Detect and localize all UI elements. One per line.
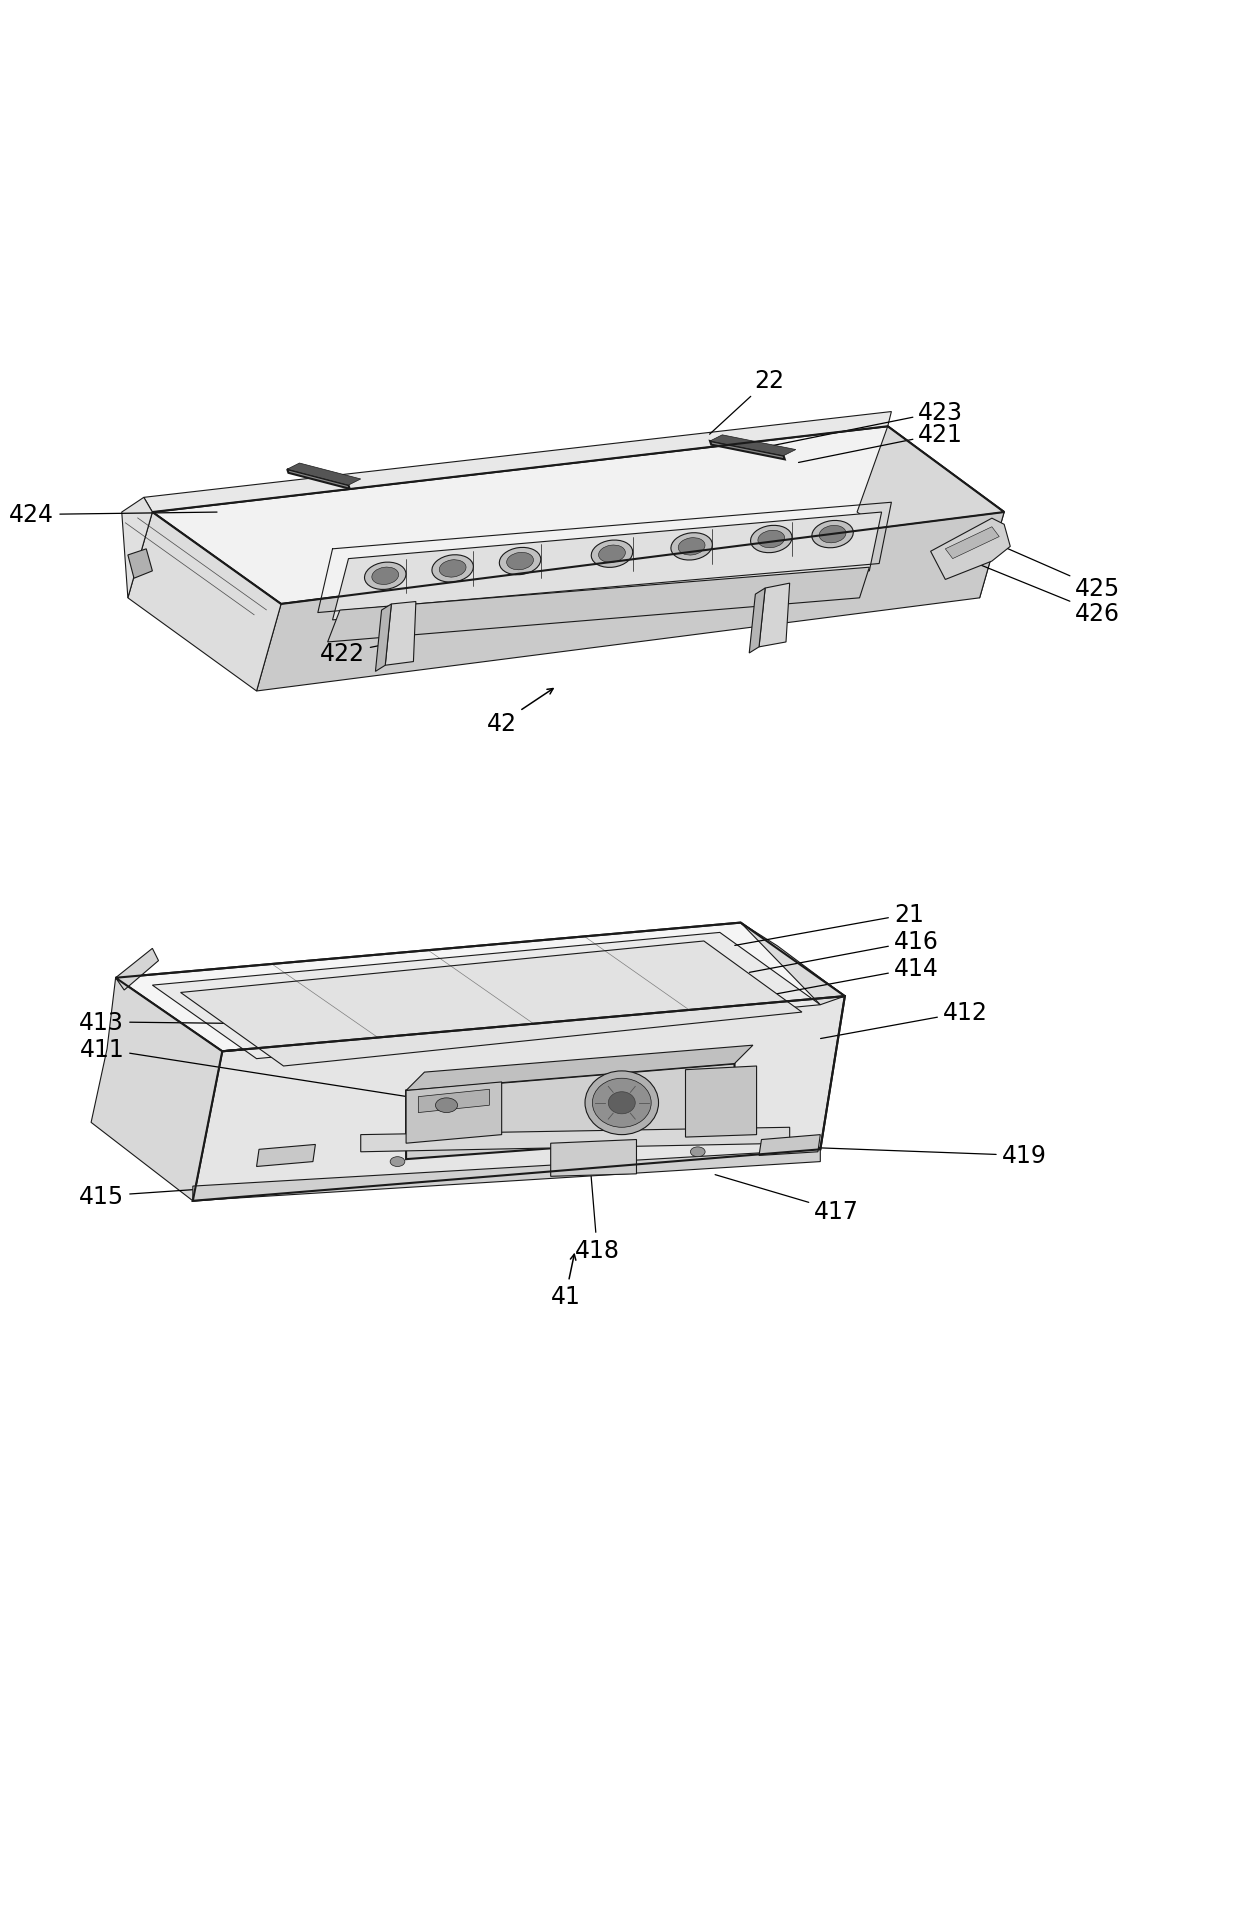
Polygon shape <box>710 435 795 456</box>
Ellipse shape <box>500 549 541 576</box>
Polygon shape <box>181 941 802 1066</box>
Text: 413: 413 <box>79 1010 313 1034</box>
Ellipse shape <box>593 1078 651 1128</box>
Polygon shape <box>92 978 223 1202</box>
Ellipse shape <box>507 553 533 570</box>
Polygon shape <box>760 583 789 647</box>
Polygon shape <box>193 1150 820 1202</box>
Ellipse shape <box>439 560 466 578</box>
Ellipse shape <box>365 562 406 589</box>
Polygon shape <box>127 512 281 692</box>
Polygon shape <box>406 1045 753 1092</box>
Polygon shape <box>685 1066 757 1138</box>
Text: 411: 411 <box>79 1037 444 1103</box>
Polygon shape <box>750 589 766 653</box>
Text: 426: 426 <box>967 560 1121 626</box>
Text: 424: 424 <box>10 502 216 527</box>
Polygon shape <box>152 933 820 1059</box>
Ellipse shape <box>678 539 705 556</box>
Text: 412: 412 <box>820 1001 987 1039</box>
Polygon shape <box>287 464 361 485</box>
Ellipse shape <box>758 531 784 549</box>
Text: 425: 425 <box>988 541 1121 601</box>
Text: 421: 421 <box>799 423 964 464</box>
Ellipse shape <box>609 1092 636 1115</box>
Polygon shape <box>857 427 1004 599</box>
Polygon shape <box>385 603 416 667</box>
Text: 422: 422 <box>320 641 401 667</box>
Ellipse shape <box>390 1157 404 1167</box>
Polygon shape <box>193 997 845 1202</box>
Text: 416: 416 <box>750 929 939 974</box>
Polygon shape <box>333 512 882 620</box>
Text: 414: 414 <box>747 956 939 999</box>
Polygon shape <box>930 520 1011 580</box>
Ellipse shape <box>372 568 398 585</box>
Polygon shape <box>376 605 391 672</box>
Polygon shape <box>256 512 1004 692</box>
Polygon shape <box>418 1090 490 1113</box>
Text: 22: 22 <box>710 369 784 435</box>
Polygon shape <box>121 498 152 599</box>
Polygon shape <box>127 549 152 580</box>
Ellipse shape <box>585 1072 658 1134</box>
Ellipse shape <box>435 1097 458 1113</box>
Polygon shape <box>760 1134 820 1155</box>
Ellipse shape <box>591 541 632 568</box>
Ellipse shape <box>670 533 713 560</box>
Polygon shape <box>287 469 350 489</box>
Polygon shape <box>406 1065 735 1159</box>
Polygon shape <box>741 923 845 1005</box>
Polygon shape <box>406 1082 502 1144</box>
Polygon shape <box>115 949 158 991</box>
Ellipse shape <box>819 526 846 543</box>
Polygon shape <box>256 1146 315 1167</box>
Text: 41: 41 <box>550 1254 580 1308</box>
Polygon shape <box>152 427 1004 605</box>
Polygon shape <box>710 442 784 460</box>
Text: 42: 42 <box>486 690 553 736</box>
Polygon shape <box>945 527 999 560</box>
Text: 418: 418 <box>575 1165 620 1262</box>
Polygon shape <box>115 923 845 1051</box>
Ellipse shape <box>751 526 792 553</box>
Text: 423: 423 <box>762 400 964 448</box>
Ellipse shape <box>599 545 626 562</box>
Text: 415: 415 <box>79 1177 386 1208</box>
Text: 419: 419 <box>797 1144 1047 1167</box>
Polygon shape <box>143 412 892 512</box>
Text: 21: 21 <box>735 902 924 947</box>
Text: 417: 417 <box>715 1175 858 1223</box>
Ellipse shape <box>690 1148 705 1157</box>
Polygon shape <box>361 1128 789 1151</box>
Ellipse shape <box>432 556 474 583</box>
Polygon shape <box>550 1140 637 1177</box>
Ellipse shape <box>811 522 854 549</box>
Polygon shape <box>328 568 870 643</box>
